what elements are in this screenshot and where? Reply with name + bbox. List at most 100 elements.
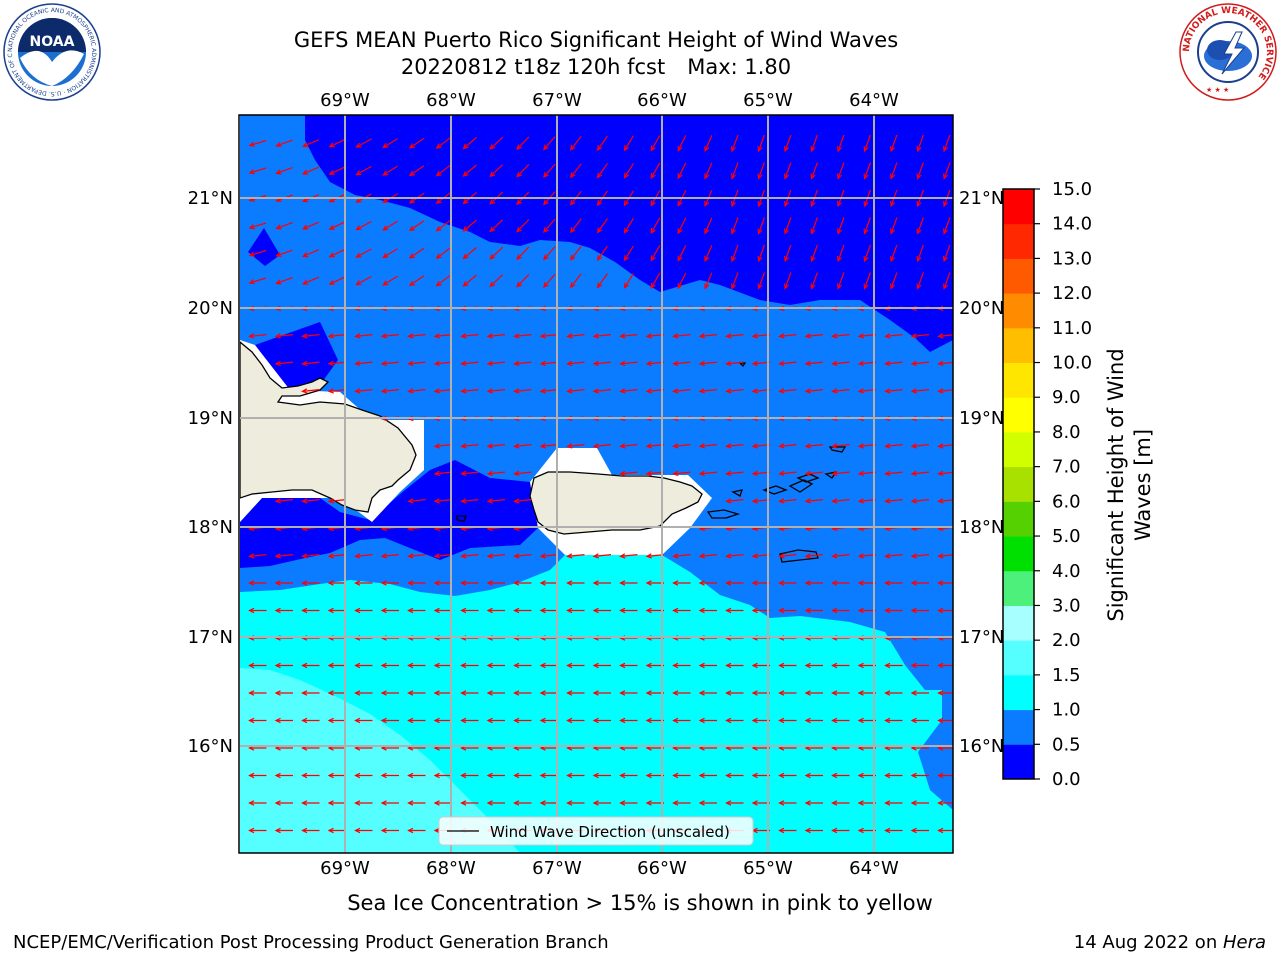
wave-direction-arrowhead [837,145,843,153]
wave-direction-arrowhead [460,772,467,779]
wave-direction-arrow [704,217,713,234]
wave-direction-arrowhead [619,470,626,477]
lat-label-right: 18°N [959,517,1004,538]
wave-direction-arrowhead [677,145,683,152]
wave-direction-arrow [673,361,691,365]
wave-direction-arrowhead [301,607,308,614]
wave-direction-arrowhead [619,388,626,394]
wave-direction-arrowhead [650,145,656,152]
wave-direction-arrow [276,139,293,147]
wave-direction-arrowhead [698,333,706,339]
wave-direction-arrowhead [460,800,467,806]
wave-direction-arrowhead [810,173,816,180]
wave-direction-arrowhead [857,607,864,614]
wave-direction-arrow [543,273,556,288]
wave-direction-arrowhead [435,198,442,205]
wave-direction-arrow [514,361,532,365]
wave-direction-arrowhead [486,717,493,724]
wave-direction-arrowhead [248,662,255,669]
wave-direction-arrowhead [328,142,335,148]
wave-direction-arrow [275,554,294,557]
wave-direction-arrowhead [704,283,710,290]
lon-label-bottom: 65°W [743,858,793,879]
wave-direction-arrowhead [596,282,603,289]
wave-direction-arrowhead [301,827,308,834]
wave-direction-arrowhead [731,145,737,153]
wave-direction-arrowhead [486,800,493,806]
wave-direction-arrow [704,272,713,289]
wave-direction-arrowhead [513,553,520,559]
wave-direction-arrowhead [757,200,763,208]
wave-direction-arrow [779,471,797,475]
wave-direction-arrowhead [248,251,255,257]
wave-direction-arrowhead [650,200,656,207]
wave-direction-arrowhead [863,173,869,180]
wave-direction-arrow [597,163,608,178]
wave-direction-arrowhead [619,607,626,614]
wave-direction-arrowhead [596,172,603,179]
colorbar-swatch [1003,293,1034,329]
wave-direction-arrowhead [725,717,732,724]
wave-direction-arrow [805,554,824,557]
wave-direction-arrowhead [890,145,896,153]
wave-direction-arrow [408,334,426,337]
wave-direction-arrowhead [910,717,917,724]
wave-direction-arrowhead [778,333,785,339]
wave-direction-arrowhead [857,800,864,806]
wave-direction-arrowhead [890,173,896,180]
wave-direction-arrowhead [327,388,335,394]
wave-direction-arrow [514,389,532,392]
wave-direction-arrow [302,276,320,285]
wave-direction-arrowhead [408,198,415,204]
wave-direction-arrowhead [757,255,763,263]
colorbar-frame [1002,188,1035,780]
sea-ice-note: Sea Ice Concentration > 15% is shown in … [347,891,933,915]
wave-direction-arrowhead [486,553,494,559]
wave-direction-arrowhead [910,690,917,696]
wave-direction-arrowhead [407,498,414,504]
wave-direction-arrowhead [810,228,816,235]
wave-direction-arrowhead [407,662,414,669]
wave-direction-arrowhead [354,827,361,834]
wave-direction-arrowhead [672,360,679,367]
wave-direction-arrowhead [328,252,335,258]
wave-direction-arrowhead [248,169,255,175]
wave-direction-arrow [673,554,691,557]
wave-direction-arrowhead [327,580,334,586]
wave-direction-arrowhead [672,470,679,477]
wave-direction-arrowhead [884,662,891,669]
wave-direction-arrowhead [831,800,838,806]
wave-direction-arrowhead [831,470,838,477]
wave-direction-arrowhead [645,388,653,394]
wave-direction-arrowhead [435,280,442,287]
wave-direction-arrowhead [910,388,918,394]
wave-direction-arrow [673,389,691,392]
wave-direction-arrowhead [408,143,415,149]
wave-direction-arrowhead [751,360,759,367]
wave-direction-arrowhead [486,772,493,779]
wave-direction-arrowhead [757,145,763,153]
wave-direction-arrowhead [784,255,790,263]
wave-direction-arrowhead [248,607,255,614]
wave-direction-arrowhead [778,717,785,724]
wave-direction-arrowhead [910,580,917,586]
wave-direction-arrowhead [380,772,387,779]
wave-direction-arrowhead [731,200,737,208]
wave-direction-arrowhead [884,470,891,477]
wave-direction-arrow [249,277,267,284]
wave-direction-arrowhead [910,607,917,614]
wave-direction-arrowhead [623,145,630,152]
wave-direction-arrowhead [274,333,282,339]
wave-direction-arrow [758,162,765,179]
wave-direction-arrow [731,217,739,234]
wave-direction-arrow [302,139,320,147]
wave-direction-arrowhead [804,690,811,696]
wave-direction-arrowhead [623,200,630,207]
wave-direction-arrowhead [672,580,679,586]
wave-direction-arrow [408,389,426,392]
wave-direction-arrowhead [778,443,785,449]
wave-direction-arrowhead [863,200,869,208]
lat-label-left: 19°N [188,408,233,429]
wave-direction-arrowhead [592,388,600,394]
wave-direction-arrowhead [857,717,864,724]
